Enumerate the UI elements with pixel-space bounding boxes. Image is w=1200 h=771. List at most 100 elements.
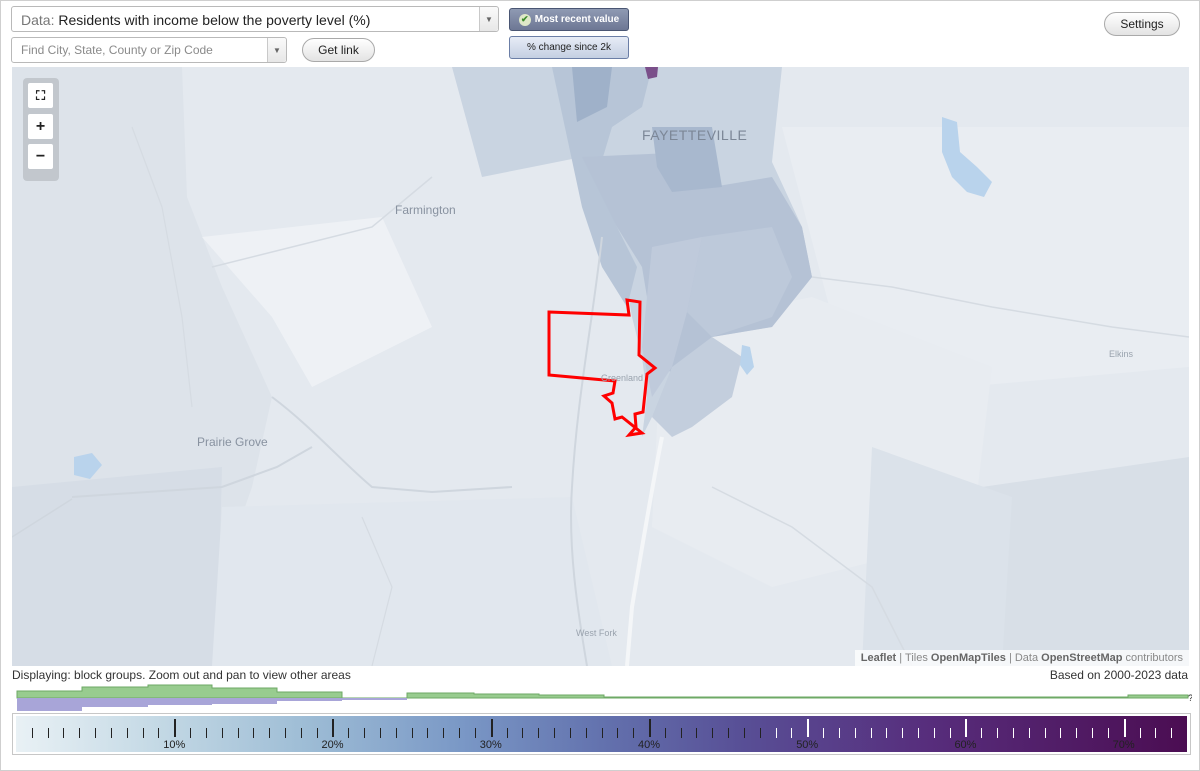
legend-minor-tick <box>364 728 366 738</box>
legend-minor-tick <box>791 728 793 738</box>
legend-minor-tick <box>633 728 635 738</box>
color-legend: 10% 20% 30% 40% 50% 60% 70% <box>12 713 1191 755</box>
legend-minor-tick <box>395 728 397 738</box>
legend-minor-tick <box>1139 728 1141 738</box>
leaflet-link[interactable]: Leaflet <box>860 652 897 664</box>
legend-minor-tick <box>743 728 745 738</box>
legend-minor-tick <box>237 728 239 738</box>
check-icon: ✔ <box>518 13 531 26</box>
legend-minor-tick <box>474 728 476 738</box>
legend-minor-tick <box>569 728 571 738</box>
legend-minor-tick <box>902 728 904 738</box>
map-label-farmington: Farmington <box>395 203 456 217</box>
legend-minor-tick <box>79 728 81 738</box>
legend-minor-tick <box>158 728 160 738</box>
legend-minor-tick <box>300 728 302 738</box>
legend-minor-tick <box>269 728 271 738</box>
fullscreen-button[interactable]: ⛶ <box>28 83 53 108</box>
legend-minor-tick <box>601 728 603 738</box>
map-label-fayetteville: FAYETTEVILLE <box>642 127 748 143</box>
legend-tick-label: 30% <box>479 739 502 751</box>
chevron-down-icon[interactable]: ▼ <box>267 38 286 62</box>
legend-tick-label: 20% <box>321 739 344 751</box>
legend-tick-label: 10% <box>163 739 186 751</box>
data-range-note: Based on 2000-2023 data <box>1049 668 1188 682</box>
map-attribution: Leaflet | Tiles OpenMapTiles | Data Open… <box>854 650 1189 666</box>
legend-minor-tick <box>585 728 587 738</box>
legend-minor-tick <box>759 728 761 738</box>
legend-minor-tick <box>126 728 128 738</box>
legend-minor-tick <box>443 728 445 738</box>
map-label-greenland: Greenland <box>601 373 644 383</box>
legend-minor-tick <box>411 728 413 738</box>
legend-tick-label: 60% <box>954 739 977 751</box>
legend-minor-tick <box>95 728 97 738</box>
legend-minor-tick <box>253 728 255 738</box>
legend-major-tick <box>648 719 651 737</box>
legend-minor-tick <box>775 728 777 738</box>
legend-minor-tick <box>205 728 207 738</box>
map-label-elkins: Elkins <box>1109 349 1134 359</box>
legend-major-tick <box>965 719 968 737</box>
legend-minor-tick <box>348 728 350 738</box>
pct-change-toggle[interactable]: % change since 2k <box>509 36 629 59</box>
zoom-out-button[interactable]: − <box>28 144 53 169</box>
legend-minor-tick <box>316 728 318 738</box>
legend-minor-tick <box>31 728 33 738</box>
openmaptiles-link[interactable]: OpenMapTiles <box>930 652 1006 664</box>
legend-minor-tick <box>712 728 714 738</box>
legend-minor-tick <box>47 728 49 738</box>
legend-tick-label: 50% <box>796 739 819 751</box>
legend-major-tick <box>490 719 493 737</box>
legend-major-tick <box>807 719 810 737</box>
displaying-status: Displaying: block groups. Zoom out and p… <box>12 668 351 682</box>
legend-minor-tick <box>506 728 508 738</box>
map-label-prairie-grove: Prairie Grove <box>197 435 268 449</box>
most-recent-toggle[interactable]: ✔ Most recent value <box>509 8 629 31</box>
legend-minor-tick <box>1060 728 1062 738</box>
data-select-value: Residents with income below the poverty … <box>58 12 371 28</box>
legend-minor-tick <box>838 728 840 738</box>
legend-minor-tick <box>823 728 825 738</box>
legend-minor-tick <box>917 728 919 738</box>
legend-minor-tick <box>1107 728 1109 738</box>
search-input[interactable] <box>12 38 267 62</box>
legend-minor-tick <box>949 728 951 738</box>
legend-minor-tick <box>190 728 192 738</box>
legend-minor-tick <box>1076 728 1078 738</box>
legend-minor-tick <box>1171 728 1173 738</box>
distribution-histogram: ? <box>16 684 1192 711</box>
legend-minor-tick <box>664 728 666 738</box>
legend-minor-tick <box>285 728 286 738</box>
legend-minor-tick <box>680 728 682 738</box>
legend-minor-tick <box>110 728 112 738</box>
map-view[interactable]: FAYETTEVILLE Farmington Prairie Grove Gr… <box>12 67 1189 666</box>
zoom-in-button[interactable]: + <box>28 114 53 139</box>
legend-major-tick <box>1123 719 1126 737</box>
data-select[interactable]: Data: Residents with income below the po… <box>11 6 499 32</box>
legend-tick-label: 70% <box>1112 739 1135 751</box>
legend-minor-tick <box>1012 728 1014 738</box>
chevron-down-icon[interactable]: ▼ <box>479 7 498 31</box>
map-canvas <box>12 67 1189 666</box>
get-link-button[interactable]: Get link <box>302 38 375 62</box>
legend-minor-tick <box>728 728 730 738</box>
legend-minor-tick <box>696 728 698 738</box>
legend-minor-tick <box>1092 728 1094 738</box>
legend-minor-tick <box>522 728 524 738</box>
pct-change-label: % change since 2k <box>527 42 611 53</box>
legend-minor-tick <box>997 728 999 738</box>
openstreetmap-link[interactable]: OpenStreetMap <box>1041 652 1123 664</box>
settings-button[interactable]: Settings <box>1104 12 1180 36</box>
legend-minor-tick <box>933 728 935 738</box>
map-label-west-fork: West Fork <box>576 628 617 638</box>
legend-minor-tick <box>886 728 888 738</box>
legend-minor-tick <box>221 728 223 738</box>
legend-minor-tick <box>459 728 461 738</box>
legend-major-tick <box>332 719 335 737</box>
location-search: ▼ <box>11 37 287 63</box>
legend-minor-tick <box>617 728 619 738</box>
legend-minor-tick <box>854 728 856 738</box>
legend-minor-tick <box>1044 728 1046 738</box>
legend-minor-tick <box>379 728 381 738</box>
